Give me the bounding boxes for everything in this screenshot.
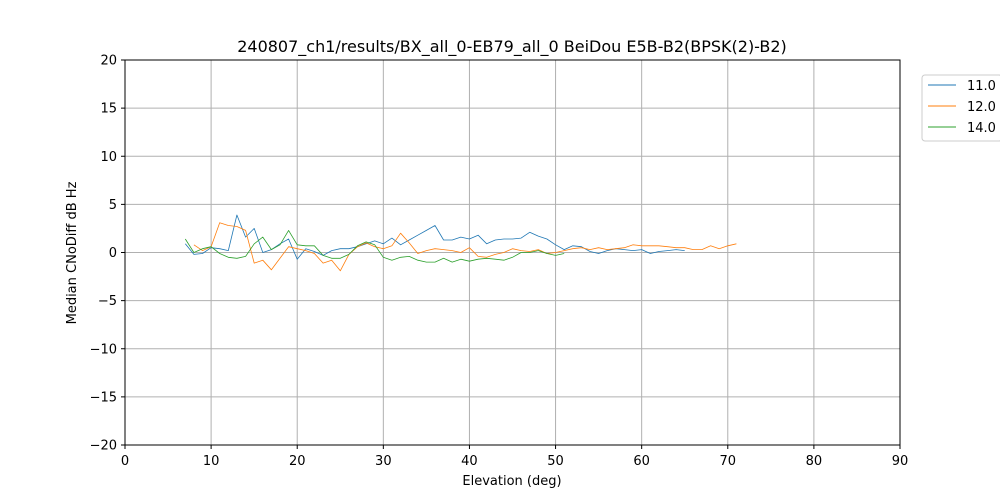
series-lines bbox=[184, 214, 737, 272]
y-tick-label: 15 bbox=[100, 102, 117, 117]
x-tick-label: 30 bbox=[375, 454, 392, 469]
x-tick-label: 20 bbox=[289, 454, 306, 469]
x-tick-label: 40 bbox=[461, 454, 478, 469]
legend-box bbox=[921, 74, 1000, 142]
y-axis-label: Median CNoDiff dB Hz bbox=[65, 181, 80, 324]
legend-label: 12.0 bbox=[967, 100, 996, 115]
x-tick-label: 70 bbox=[720, 454, 737, 469]
x-tick-label: 10 bbox=[203, 454, 220, 469]
series-line-12.0 bbox=[193, 222, 737, 272]
y-tick-label: −15 bbox=[90, 390, 117, 405]
x-tick-label: 80 bbox=[806, 454, 823, 469]
x-tick-label: 50 bbox=[547, 454, 564, 469]
y-tick-label: −5 bbox=[98, 294, 117, 309]
y-tick-label: 5 bbox=[109, 198, 117, 213]
y-tick-label: 20 bbox=[100, 54, 117, 69]
x-tick-label: 0 bbox=[121, 454, 129, 469]
x-axis: 0 10 20 30 40 50 60 70 80 90 bbox=[121, 445, 908, 469]
legend: 11.0 12.0 14.0 bbox=[921, 74, 1000, 142]
y-tick-label: 10 bbox=[100, 150, 117, 165]
chart-title: 240807_ch1/results/BX_all_0-EB79_all_0 B… bbox=[237, 37, 787, 57]
legend-label: 14.0 bbox=[967, 121, 996, 136]
series-line-11.0 bbox=[184, 214, 685, 260]
y-tick-label: −20 bbox=[90, 439, 117, 454]
legend-label: 11.0 bbox=[967, 79, 996, 94]
x-axis-label: Elevation (deg) bbox=[462, 474, 561, 489]
x-tick-label: 90 bbox=[892, 454, 909, 469]
x-tick-label: 60 bbox=[633, 454, 650, 469]
series-line-14.0 bbox=[184, 229, 565, 263]
y-tick-label: −10 bbox=[90, 342, 117, 357]
y-axis: 20 15 10 5 0 −5 −10 −15 −20 bbox=[90, 54, 125, 454]
y-tick-label: 0 bbox=[109, 246, 117, 261]
